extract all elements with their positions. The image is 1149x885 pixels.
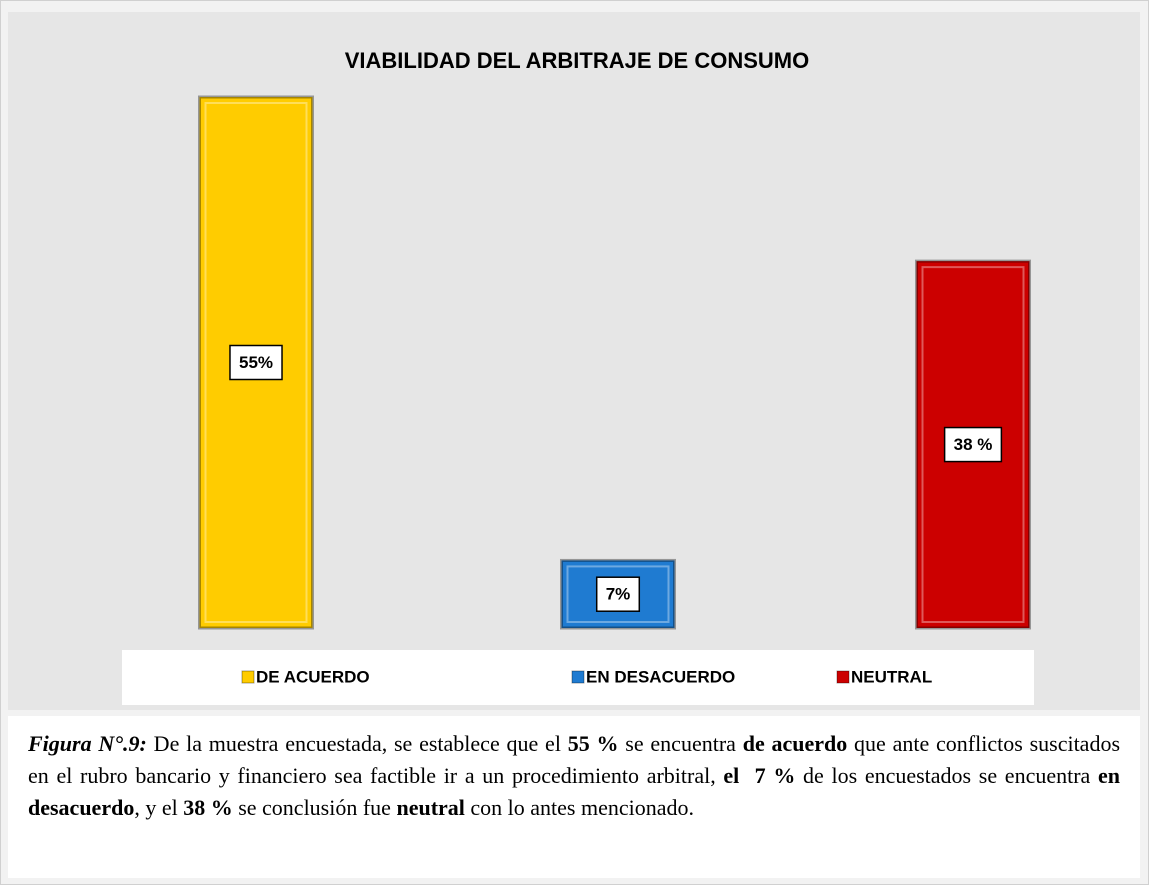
caption-text: 55 %: [567, 731, 619, 756]
bar-highlight: [204, 102, 308, 623]
data-label-box: [229, 344, 283, 381]
caption-text: que ante conflictos suscitados en el rub…: [28, 731, 1121, 788]
caption-text: el 7 %: [723, 763, 796, 788]
caption-text: con lo antes mencionado.: [464, 795, 695, 820]
caption-text: de acuerdo: [742, 731, 848, 756]
caption-text: se encuentra: [618, 731, 743, 756]
legend-label: EN DESACUERDO: [586, 667, 735, 686]
legend-swatch: [241, 670, 255, 684]
caption-text: , y el: [134, 795, 184, 820]
caption: Figura N°.9: De la muestra encuestada, s…: [8, 716, 1140, 878]
legend-swatch: [836, 670, 850, 684]
legend-label: DE ACUERDO: [256, 667, 370, 686]
chart-title: VIABILIDAD DEL ARBITRAJE DE CONSUMO: [345, 48, 809, 73]
data-label: 7%: [606, 585, 631, 604]
data-label: 55%: [239, 353, 273, 372]
caption-text: se conclusión fue: [232, 795, 397, 820]
caption-text: en desacuerdo: [28, 763, 1120, 820]
bar-highlight: [566, 565, 670, 623]
data-label: 38 %: [954, 435, 993, 454]
caption-text: neutral: [396, 795, 465, 820]
caption-text: De la muestra encuestada, se establece q…: [146, 731, 568, 756]
caption-text: 38 %: [183, 795, 233, 820]
bar-highlight: [921, 266, 1025, 623]
caption-text: de los encuestados se encuentra: [795, 763, 1098, 788]
legend-label: NEUTRAL: [851, 667, 932, 686]
data-label-box: [943, 426, 1003, 463]
caption-text: Figura N°.9:: [28, 731, 147, 756]
data-label-box: [595, 576, 641, 612]
chart: VIABILIDAD DEL ARBITRAJE DE CONSUMO 55% 7…: [8, 12, 1140, 710]
legend-swatch: [571, 670, 585, 684]
